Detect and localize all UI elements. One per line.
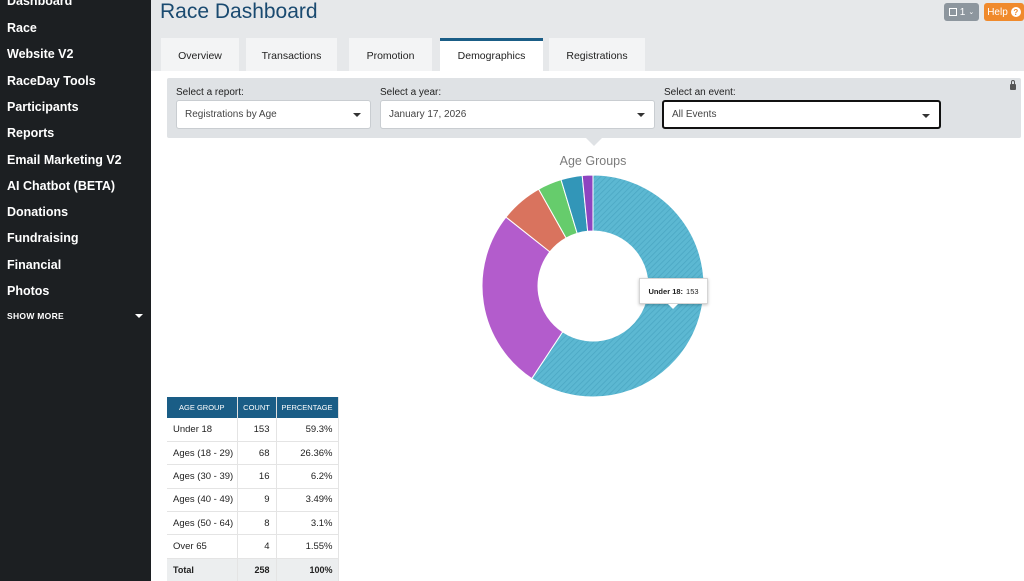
caret-down-icon bbox=[637, 113, 645, 117]
year-select-value: January 17, 2026 bbox=[389, 109, 467, 120]
tab-overview[interactable]: Overview bbox=[161, 38, 239, 71]
year-select[interactable]: January 17, 2026 bbox=[380, 100, 655, 129]
sidebar-item-participants[interactable]: Participants bbox=[7, 100, 79, 114]
help-button[interactable]: Help ? bbox=[984, 3, 1024, 21]
percentage-cell: 6.2% bbox=[276, 464, 339, 489]
percentage-cell: 1.55% bbox=[276, 534, 339, 559]
ticket-button[interactable]: 1 ⌄ bbox=[944, 3, 979, 21]
percentage-cell: 3.1% bbox=[276, 511, 339, 536]
tooltip-pointer bbox=[668, 304, 678, 309]
table-row: Over 65 4 1.55% bbox=[167, 534, 339, 559]
ticket-count: 1 bbox=[959, 6, 966, 18]
donut-slice-ages-18-29[interactable] bbox=[481, 216, 564, 380]
age-group-cell: Ages (50 - 64) bbox=[167, 511, 238, 536]
count-cell: 68 bbox=[237, 441, 277, 466]
total-count-cell: 258 bbox=[237, 558, 277, 581]
tab-demographics[interactable]: Demographics bbox=[440, 38, 543, 71]
header: Race Dashboard 1 ⌄ Help ? Overview Trans… bbox=[151, 0, 1024, 71]
sidebar-item-race[interactable]: Race bbox=[7, 21, 37, 35]
chart-tooltip: Under 18: 153 bbox=[639, 278, 708, 304]
caret-down-icon bbox=[353, 113, 361, 117]
percentage-cell: 3.49% bbox=[276, 488, 339, 513]
age-group-cell: Ages (18 - 29) bbox=[167, 441, 238, 466]
count-cell: 16 bbox=[237, 464, 277, 489]
report-select-value: Registrations by Age bbox=[185, 109, 277, 120]
sidebar-item-ai-chatbot[interactable]: AI Chatbot (BETA) bbox=[7, 179, 116, 193]
donut-slice-under-18[interactable] bbox=[531, 174, 705, 398]
tab-registrations[interactable]: Registrations bbox=[549, 38, 645, 71]
tab-promotion[interactable]: Promotion bbox=[349, 38, 432, 71]
table-row: Ages (18 - 29) 68 26.36% bbox=[167, 441, 339, 466]
total-percentage-cell: 100% bbox=[276, 558, 339, 581]
sidebar-item-reports[interactable]: Reports bbox=[7, 126, 55, 140]
sidebar-item-website[interactable]: Website V2 bbox=[7, 47, 74, 61]
count-cell: 153 bbox=[237, 418, 277, 442]
question-icon: ? bbox=[1010, 7, 1021, 17]
age-groups-donut-chart bbox=[481, 174, 705, 398]
sidebar-item-financial[interactable]: Financial bbox=[7, 258, 62, 272]
event-select-value: All Events bbox=[672, 109, 717, 120]
age-group-cell: Ages (40 - 49) bbox=[167, 488, 238, 513]
age-group-cell: Over 65 bbox=[167, 534, 238, 559]
total-label-cell: Total bbox=[167, 558, 238, 581]
event-select-label: Select an event: bbox=[664, 87, 736, 98]
sidebar-item-fundraising[interactable]: Fundraising bbox=[7, 231, 79, 245]
donut-slice-over-65[interactable] bbox=[581, 174, 594, 232]
filter-panel: Select a report: Registrations by Age Se… bbox=[167, 78, 1021, 138]
help-label: Help bbox=[987, 6, 1008, 18]
table-row: Ages (40 - 49) 9 3.49% bbox=[167, 488, 339, 513]
sidebar-item-donations[interactable]: Donations bbox=[7, 205, 69, 219]
show-more-toggle[interactable]: SHOW MORE bbox=[7, 311, 143, 321]
count-cell: 8 bbox=[237, 511, 277, 536]
count-cell: 4 bbox=[237, 534, 277, 559]
table-row: Ages (30 - 39) 16 6.2% bbox=[167, 464, 339, 489]
column-header-age-group[interactable]: AGE GROUP bbox=[167, 397, 238, 418]
tab-transactions[interactable]: Transactions bbox=[246, 38, 337, 71]
lock-icon[interactable] bbox=[1010, 80, 1016, 90]
table-row: Ages (50 - 64) 8 3.1% bbox=[167, 511, 339, 536]
table-header-row: AGE GROUP COUNT PERCENTAGE bbox=[167, 397, 339, 418]
caret-down-icon bbox=[922, 114, 930, 118]
event-select[interactable]: All Events bbox=[662, 100, 941, 129]
sidebar-item-dashboard[interactable]: Dashboard bbox=[7, 0, 73, 8]
chart-title: Age Groups bbox=[559, 154, 627, 168]
ticket-icon bbox=[948, 8, 957, 16]
percentage-cell: 26.36% bbox=[276, 441, 339, 466]
report-select-label: Select a report: bbox=[176, 87, 244, 98]
filter-pointer bbox=[586, 138, 602, 146]
show-more-label: SHOW MORE bbox=[7, 311, 65, 321]
tooltip-label: Under 18: bbox=[648, 286, 684, 296]
sidebar: Dashboard Race Website V2 RaceDay Tools … bbox=[0, 0, 151, 581]
chevron-down-icon: ⌄ bbox=[968, 9, 975, 16]
table-total-row: Total 258 100% bbox=[167, 558, 339, 581]
tooltip-value: 153 bbox=[686, 286, 699, 296]
year-select-label: Select a year: bbox=[380, 87, 442, 98]
age-group-table: AGE GROUP COUNT PERCENTAGE Under 18 153 … bbox=[167, 397, 339, 581]
sidebar-item-email-marketing[interactable]: Email Marketing V2 bbox=[7, 153, 122, 167]
age-group-cell: Ages (30 - 39) bbox=[167, 464, 238, 489]
sidebar-item-raceday-tools[interactable]: RaceDay Tools bbox=[7, 74, 96, 88]
report-select[interactable]: Registrations by Age bbox=[176, 100, 371, 129]
sidebar-item-photos[interactable]: Photos bbox=[7, 284, 50, 298]
count-cell: 9 bbox=[237, 488, 277, 513]
page-title: Race Dashboard bbox=[160, 0, 318, 23]
table-row: Under 18 153 59.3% bbox=[167, 418, 339, 442]
age-group-cell: Under 18 bbox=[167, 418, 238, 442]
column-header-percentage[interactable]: PERCENTAGE bbox=[276, 397, 339, 418]
column-header-count[interactable]: COUNT bbox=[237, 397, 277, 418]
chevron-down-icon bbox=[135, 314, 143, 318]
percentage-cell: 59.3% bbox=[276, 418, 339, 442]
